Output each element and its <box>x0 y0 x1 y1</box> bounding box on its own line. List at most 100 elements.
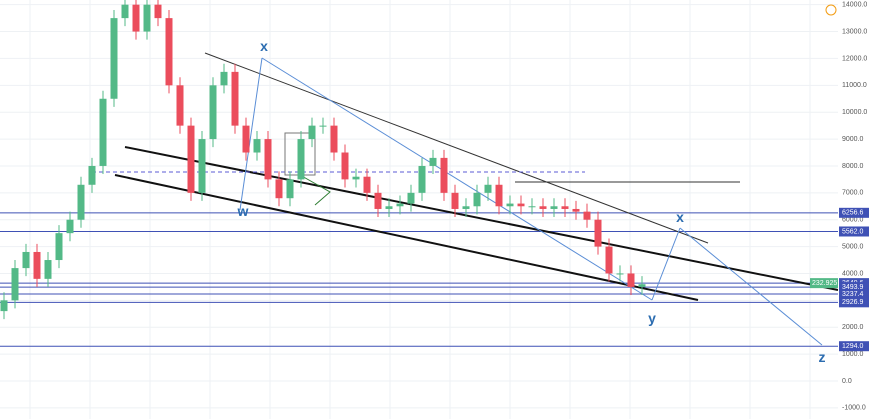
trendline <box>204 52 709 244</box>
annotation: w <box>237 203 249 219</box>
candle-body <box>638 284 646 287</box>
candle-body <box>187 125 195 193</box>
level-label: 1294.0 <box>842 343 864 350</box>
candle-body <box>220 71 228 86</box>
price-tag: 232.925 <box>812 280 837 287</box>
y-tick-label: 8000.0 <box>842 163 864 170</box>
candle-body <box>55 233 63 261</box>
y-tick-label: 12000.0 <box>842 55 867 62</box>
candle-body <box>121 4 129 19</box>
y-tick-label: 10000.0 <box>842 109 867 116</box>
candle-body <box>462 206 470 209</box>
y-tick-label: 14000.0 <box>842 2 867 9</box>
trendline <box>114 174 699 301</box>
candle-body <box>572 208 580 212</box>
candle-body <box>440 157 448 193</box>
candle-body <box>11 268 19 301</box>
level-label: 2926.9 <box>842 299 864 306</box>
wave-line <box>679 227 823 346</box>
candle-body <box>495 184 503 207</box>
candle-body <box>198 139 206 193</box>
level-tag <box>839 297 869 308</box>
level-tag <box>839 226 869 237</box>
candle-body <box>88 165 96 185</box>
candle-body <box>308 125 316 140</box>
candle-body <box>297 139 305 180</box>
wave-line <box>239 57 263 211</box>
y-tick-label: 1000.0 <box>842 351 864 358</box>
candle-body <box>286 179 294 199</box>
candle-body <box>352 176 360 180</box>
candle-body <box>484 184 492 193</box>
candle-body <box>253 139 261 153</box>
candle-body <box>22 251 30 269</box>
candle-body <box>209 85 217 140</box>
candles <box>0 0 646 320</box>
candle-body <box>517 203 525 207</box>
candle-body <box>275 179 283 199</box>
wave-line <box>651 227 681 301</box>
y-tick-label: 0.0 <box>842 378 852 385</box>
candle-body <box>33 251 41 279</box>
level-tag <box>839 282 869 293</box>
candle-body <box>363 176 371 193</box>
candle-body <box>385 206 393 209</box>
y-tick-label: 13000.0 <box>842 28 867 35</box>
level-label: 3493.9 <box>842 284 864 291</box>
candle-body <box>143 4 151 32</box>
candle-body <box>231 71 239 126</box>
candle-body <box>176 85 184 126</box>
trendline <box>124 146 839 291</box>
annotation: x <box>676 209 684 225</box>
candle-body <box>264 139 272 180</box>
candle-body <box>341 152 349 180</box>
y-tick-label: 6000.0 <box>842 217 864 224</box>
level-tag <box>839 288 869 299</box>
candle-body <box>242 125 250 153</box>
y-tick-label: 9000.0 <box>842 136 864 143</box>
candle-body <box>627 273 635 287</box>
candle-body <box>77 184 85 220</box>
candle-body <box>99 98 107 166</box>
candle-body <box>539 206 547 209</box>
candle-body <box>330 125 338 153</box>
candle-body <box>473 192 481 207</box>
candle-body <box>132 4 140 32</box>
triangle <box>299 174 331 206</box>
annotation: x <box>260 38 268 54</box>
candle-body <box>506 203 514 207</box>
candle-body <box>451 192 459 209</box>
candle-body <box>561 206 569 209</box>
level-tag <box>839 207 869 218</box>
candle-body <box>616 273 624 275</box>
candle-body <box>418 165 426 193</box>
candle-body <box>528 206 536 208</box>
candle-body <box>44 260 52 279</box>
y-tick-label: -1000.0 <box>842 405 866 412</box>
candle-body <box>429 157 437 166</box>
candle-body <box>407 192 415 204</box>
level-label: 3237.4 <box>842 291 864 298</box>
candle-body <box>110 18 118 99</box>
annotation: z <box>819 349 826 365</box>
candle-body <box>319 125 327 127</box>
y-axis: -1000.00.01000.02000.03000.04000.05000.0… <box>810 2 869 412</box>
price-tag-box <box>810 278 838 289</box>
level-label: 5562.0 <box>842 228 864 235</box>
candle-body <box>66 219 74 234</box>
candle-body <box>583 211 591 220</box>
drawings <box>92 52 839 346</box>
candle-body <box>154 4 162 19</box>
y-tick-label: 5000.0 <box>842 243 864 250</box>
candle-body <box>550 206 558 209</box>
alert-icon[interactable] <box>825 4 837 16</box>
y-tick-label: 11000.0 <box>842 82 867 89</box>
candle-body <box>594 219 602 247</box>
level-label: 6256.6 <box>842 210 864 217</box>
candle-body <box>605 246 613 274</box>
candle-body <box>396 203 404 207</box>
y-tick-label: 4000.0 <box>842 270 864 277</box>
y-tick-label: 7000.0 <box>842 190 864 197</box>
level-tag <box>839 341 869 352</box>
